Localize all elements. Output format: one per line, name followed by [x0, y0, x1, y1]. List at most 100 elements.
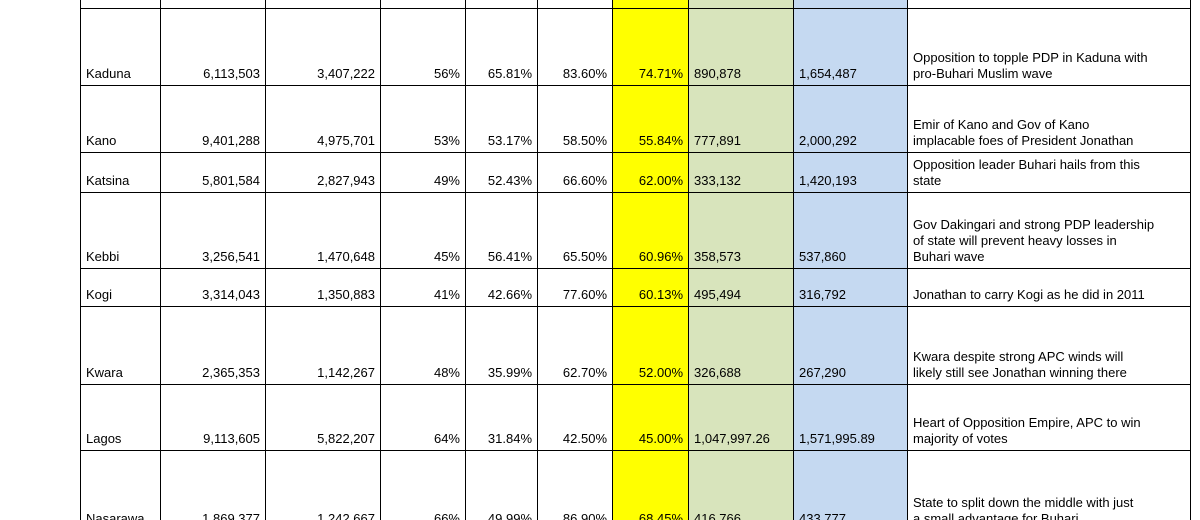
projected-share-cell: 45.00%	[612, 384, 689, 451]
note-cell: Opposition leader Buhari hails from this…	[907, 152, 1191, 193]
registered-voters-cell: 6,113,503	[160, 8, 266, 86]
projected-share-cell: 60.96%	[612, 192, 689, 269]
note-line: Emir of Kano and Gov of Kano	[913, 117, 1090, 132]
note-line: implacable foes of President Jonathan	[913, 133, 1134, 148]
projected-share-cell: 62.00%	[612, 152, 689, 193]
note-line: Kwara despite strong APC winds will	[913, 349, 1124, 364]
turnout-cell: 41%	[380, 268, 466, 307]
turnout-cell: 48%	[380, 306, 466, 385]
table-row: Kano 9,401,288 4,975,701 53% 53.17% 58.50% 55.…	[80, 85, 1191, 153]
projected-share-cell: 55.84%	[612, 85, 689, 153]
table-row: Lagos 9,113,605 5,822,207 64% 31.84% 42.50% 45…	[80, 384, 1191, 451]
projected-share-cell: 74.71%	[612, 8, 689, 86]
projected-votes-b-cell: 2,000,292	[793, 85, 908, 153]
votes-cast-cell: 3,407,222	[265, 8, 381, 86]
projected-votes-b-cell: 433,777	[793, 450, 908, 520]
table-row: Kaduna 6,113,503 3,407,222 56% 65.81% 83.60% 7…	[80, 8, 1191, 86]
note-line: state	[913, 173, 942, 188]
turnout-cell: 56%	[380, 8, 466, 86]
share-b-cell: 77.60%	[537, 268, 613, 307]
projected-votes-b-cell: 1,420,193	[793, 152, 908, 193]
projected-share-cell: 68.45%	[612, 450, 689, 520]
state-cell: Kwara	[80, 306, 161, 385]
note-line: Opposition to topple PDP in Kaduna with	[913, 50, 1148, 65]
share-a-cell: 49.99%	[465, 450, 538, 520]
registered-voters-cell: 3,256,541	[160, 192, 266, 269]
data-table: Kaduna 6,113,503 3,407,222 56% 65.81% 83.60% 7…	[80, 0, 1191, 520]
votes-cast-cell: 1,350,883	[265, 268, 381, 307]
share-b-cell: 86.90%	[537, 450, 613, 520]
share-b-cell: 65.50%	[537, 192, 613, 269]
projected-votes-a-cell: 890,878	[688, 8, 794, 86]
note-line: Opposition leader Buhari hails from this	[913, 157, 1140, 172]
cut-row	[80, 0, 1191, 9]
registered-voters-cell: 9,113,605	[160, 384, 266, 451]
votes-cast-cell: 2,827,943	[265, 152, 381, 193]
votes-cast-cell: 5,822,207	[265, 384, 381, 451]
note-line: likely still see Jonathan winning there	[913, 365, 1127, 380]
share-b-cell: 62.70%	[537, 306, 613, 385]
registered-voters-cell: 9,401,288	[160, 85, 266, 153]
note-cell: Emir of Kano and Gov of Kano implacable f…	[907, 85, 1191, 153]
projected-share-cell: 52.00%	[612, 306, 689, 385]
table-row: Kebbi 3,256,541 1,470,648 45% 56.41% 65.50% 60…	[80, 192, 1191, 269]
note-cell: Jonathan to carry Kogi as he did in 2011	[907, 268, 1191, 307]
projected-votes-b-cell: 1,571,995.89	[793, 384, 908, 451]
share-b-cell: 58.50%	[537, 85, 613, 153]
projected-votes-a-cell: 326,688	[688, 306, 794, 385]
share-b-cell: 83.60%	[537, 8, 613, 86]
share-a-cell: 53.17%	[465, 85, 538, 153]
projected-votes-a-cell: 333,132	[688, 152, 794, 193]
state-cell: Kano	[80, 85, 161, 153]
projected-votes-b-cell: 316,792	[793, 268, 908, 307]
note-cell: Heart of Opposition Empire, APC to win ma…	[907, 384, 1191, 451]
votes-cast-cell: 1,242,667	[265, 450, 381, 520]
table-row: Kwara 2,365,353 1,142,267 48% 35.99% 62.70% 52…	[80, 306, 1191, 385]
turnout-cell: 64%	[380, 384, 466, 451]
share-b-cell: 42.50%	[537, 384, 613, 451]
projected-votes-b-cell: 537,860	[793, 192, 908, 269]
note-cell: Opposition to topple PDP in Kaduna with p…	[907, 8, 1191, 86]
votes-cast-cell: 1,470,648	[265, 192, 381, 269]
share-a-cell: 56.41%	[465, 192, 538, 269]
note-cell: Gov Dakingari and strong PDP leadership o…	[907, 192, 1191, 269]
share-a-cell: 35.99%	[465, 306, 538, 385]
state-cell: Kogi	[80, 268, 161, 307]
registered-voters-cell: 1,869,377	[160, 450, 266, 520]
turnout-cell: 66%	[380, 450, 466, 520]
note-line: Jonathan to carry Kogi as he did in 2011	[913, 287, 1145, 302]
note-line: of state will prevent heavy losses in	[913, 233, 1117, 248]
state-cell: Katsina	[80, 152, 161, 193]
share-a-cell: 52.43%	[465, 152, 538, 193]
note-line: a small advantage for Buhari	[913, 511, 1079, 520]
registered-voters-cell: 3,314,043	[160, 268, 266, 307]
registered-voters-cell: 5,801,584	[160, 152, 266, 193]
projected-votes-a-cell: 1,047,997.26	[688, 384, 794, 451]
share-b-cell: 66.60%	[537, 152, 613, 193]
table-row: Kogi 3,314,043 1,350,883 41% 42.66% 77.60% 60.…	[80, 268, 1191, 307]
projected-votes-a-cell: 416,766	[688, 450, 794, 520]
state-cell: Nasarawa	[80, 450, 161, 520]
state-cell: Lagos	[80, 384, 161, 451]
table-row: Katsina 5,801,584 2,827,943 49% 52.43% 66.60%…	[80, 152, 1191, 193]
note-line: pro-Buhari Muslim wave	[913, 66, 1053, 81]
projected-votes-a-cell: 495,494	[688, 268, 794, 307]
projected-votes-a-cell: 358,573	[688, 192, 794, 269]
projected-share-cell: 60.13%	[612, 268, 689, 307]
projected-votes-b-cell: 1,654,487	[793, 8, 908, 86]
projected-votes-a-cell: 777,891	[688, 85, 794, 153]
state-cell: Kebbi	[80, 192, 161, 269]
projected-votes-b-cell: 267,290	[793, 306, 908, 385]
table-body: Kaduna 6,113,503 3,407,222 56% 65.81% 83.60% 7…	[80, 0, 1191, 520]
turnout-cell: 53%	[380, 85, 466, 153]
note-line: State to split down the middle with just	[913, 495, 1134, 510]
votes-cast-cell: 1,142,267	[265, 306, 381, 385]
state-cell: Kaduna	[80, 8, 161, 86]
votes-cast-cell: 4,975,701	[265, 85, 381, 153]
table-row: Nasarawa 1,869,377 1,242,667 66% 49.99% 86.90…	[80, 450, 1191, 520]
note-cell: State to split down the middle with just…	[907, 450, 1191, 520]
share-a-cell: 42.66%	[465, 268, 538, 307]
note-line: majority of votes	[913, 431, 1008, 446]
note-line: Gov Dakingari and strong PDP leadership	[913, 217, 1155, 232]
